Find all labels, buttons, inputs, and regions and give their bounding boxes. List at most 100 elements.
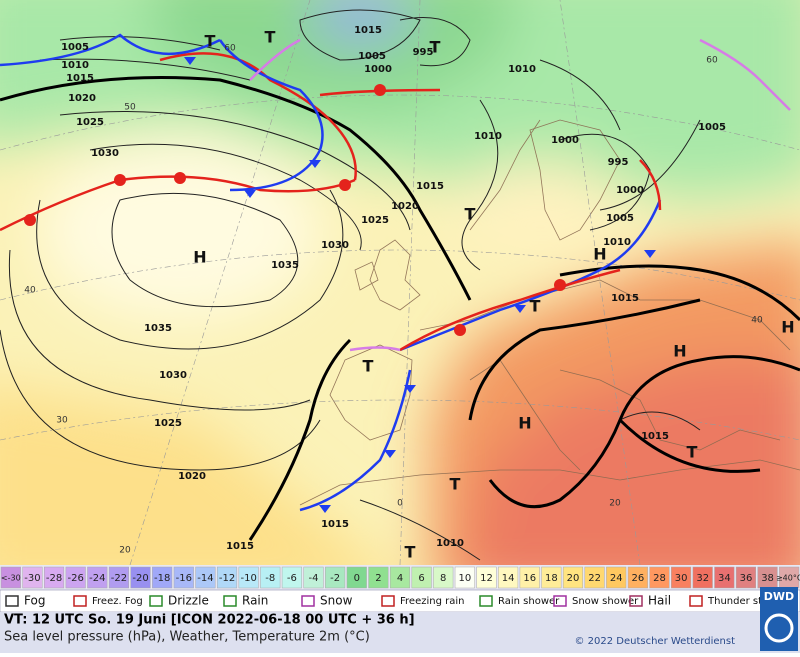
scale-label: -14 xyxy=(197,573,213,584)
grid-label: 50 xyxy=(124,103,136,113)
scale-label: 14 xyxy=(502,573,515,584)
valid-time: VT: 12 UTC So. 19 Juni [ICON 2022-06-18 … xyxy=(4,613,415,628)
scale-cell xyxy=(130,566,151,589)
isobar-label: 995 xyxy=(608,157,629,168)
grid-label: 40 xyxy=(24,286,36,296)
scale-cell xyxy=(389,566,411,589)
scale-cell xyxy=(108,566,129,589)
scale-cell xyxy=(346,566,367,589)
warm-front-symbol xyxy=(174,172,186,184)
fronts xyxy=(0,33,791,512)
scale-cell xyxy=(152,566,173,589)
scale-label: 32 xyxy=(696,573,709,584)
legend-label: Freezing rain xyxy=(400,596,464,607)
scale-label: -6 xyxy=(287,573,297,584)
scale-label: -30 xyxy=(24,573,40,584)
isobar-label: 1015 xyxy=(226,541,254,552)
scale-cell xyxy=(325,566,346,589)
pressure-center: H xyxy=(193,248,206,267)
grid-label: 30 xyxy=(56,416,68,426)
pressure-center: T xyxy=(265,28,276,47)
legend-icon xyxy=(149,595,163,607)
scale-cell xyxy=(195,566,216,589)
scale-cell xyxy=(671,566,692,589)
warm-front-symbol xyxy=(24,214,36,226)
pressure-center: H xyxy=(781,318,794,337)
isobar-label: 1020 xyxy=(391,201,419,212)
legend-label: Hail xyxy=(648,594,671,608)
scale-cell xyxy=(692,566,713,589)
legend-label: Snow xyxy=(320,594,353,608)
scale-label: -2 xyxy=(330,573,340,584)
pressure-center: H xyxy=(593,245,606,264)
isobar-label: 1035 xyxy=(271,260,299,271)
isobar-label: 1015 xyxy=(354,25,382,36)
scale-label: 36 xyxy=(740,573,753,584)
scale-cell xyxy=(411,566,432,589)
isobar-label: 1000 xyxy=(551,135,579,146)
pressure-center: T xyxy=(363,357,374,376)
isobar-label: 1010 xyxy=(603,237,631,248)
map-labels: 1005101010151020102510301035103010251020… xyxy=(24,25,794,562)
cold-front-symbol xyxy=(384,450,396,458)
legend-icon xyxy=(689,595,703,607)
scale-label: 22 xyxy=(588,573,601,584)
weather-legend: Fog Freez. Fog Drizzle Rain Snow Freezing rai… xyxy=(5,594,782,608)
scale-cell xyxy=(216,566,238,589)
legend-icon xyxy=(223,595,237,607)
warm-front-symbol xyxy=(454,324,466,336)
scale-label: 28 xyxy=(653,573,666,584)
warm-front-symbol xyxy=(114,174,126,186)
grid-label: 20 xyxy=(609,499,621,509)
front-symbols xyxy=(24,57,656,513)
scale-cell xyxy=(627,566,648,589)
scale-label: 6 xyxy=(418,573,424,584)
temperature-scale: <-30 -30 -28 -26 -24 -22 -20 -18 -16 -14 -12 -10 -8-… xyxy=(0,565,800,590)
legend-icon xyxy=(553,595,567,607)
pressure-center: T xyxy=(430,38,441,57)
isobar-label: 1020 xyxy=(178,471,206,482)
warm-front-symbol xyxy=(554,279,566,291)
isobar-label: 1005 xyxy=(606,213,634,224)
cold-front-symbol xyxy=(184,57,196,65)
isobar-label: 995 xyxy=(413,47,434,58)
grid-label: 60 xyxy=(706,56,718,66)
pressure-center: T xyxy=(205,32,216,51)
pressure-center: T xyxy=(530,297,541,316)
scale-label: -22 xyxy=(111,573,127,584)
isobars xyxy=(0,9,701,561)
main-isobars xyxy=(0,76,800,541)
legend-icon xyxy=(301,595,315,607)
isobar-label: 1005 xyxy=(358,51,386,62)
scale-label: 2 xyxy=(375,573,381,584)
legend-label: Drizzle xyxy=(168,594,209,608)
warm-front-symbol xyxy=(374,84,386,96)
isobar-label: 1015 xyxy=(321,519,349,530)
scale-cell xyxy=(454,566,475,589)
scale-label: 12 xyxy=(480,573,493,584)
temperature-field xyxy=(0,0,800,565)
isobar-label: 1010 xyxy=(508,64,536,75)
scale-label: 34 xyxy=(718,573,731,584)
scale-cell xyxy=(0,566,21,589)
copyright: © 2022 Deutscher Wetterdienst xyxy=(574,636,735,647)
scale-label: 38 xyxy=(761,573,774,584)
cold-front-symbol xyxy=(644,250,656,258)
scale-cell xyxy=(562,566,584,589)
scale-cell xyxy=(476,566,497,589)
legend-label: Rain xyxy=(242,594,268,608)
scale-cell xyxy=(65,566,86,589)
scale-cell xyxy=(281,566,302,589)
isobar-label: 1020 xyxy=(68,93,96,104)
logo-text: DWD xyxy=(764,590,794,603)
scale-label: <-30 xyxy=(1,574,21,583)
cold-front-symbol xyxy=(319,505,331,513)
cold-front-symbol xyxy=(244,190,256,198)
scale-cell xyxy=(22,566,43,589)
scale-cell xyxy=(173,566,194,589)
isobar-label: 1025 xyxy=(361,215,389,226)
scale-cell xyxy=(584,566,605,589)
isobar-label: 1025 xyxy=(76,117,104,128)
scale-cell xyxy=(519,566,540,589)
